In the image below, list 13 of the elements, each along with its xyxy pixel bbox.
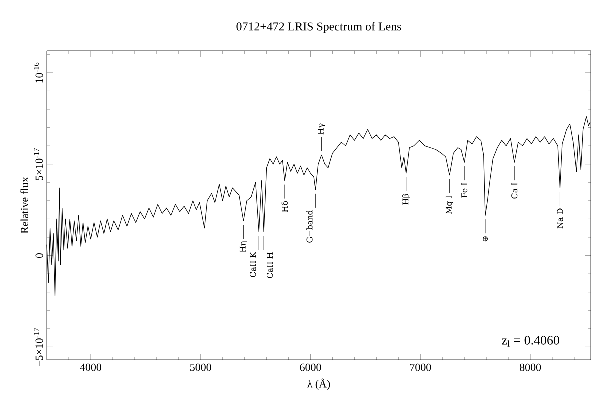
x-tick-label: 7000 [410,364,432,372]
y-tick-label: 10$^{-16}$ [34,62,44,83]
annotation: z$_{l}$ = 0.4060 [502,336,560,347]
x-axis-title: λ (Å) [308,378,330,390]
y-axis-title: Relative flux [20,177,28,234]
y-tick-label: −5×10$^{-17}$ [34,328,44,366]
y-tick-label: 0 [36,253,44,258]
y-tick-label: 5×10$^{-17}$ [34,148,44,180]
x-tick-label: 5000 [190,364,212,372]
chart-title: 0712+472 LRIS Spectrum of Lens [236,22,402,34]
x-tick-label: 8000 [520,364,542,372]
x-tick-label: 6000 [300,364,322,372]
x-tick-label: 4000 [80,364,102,372]
